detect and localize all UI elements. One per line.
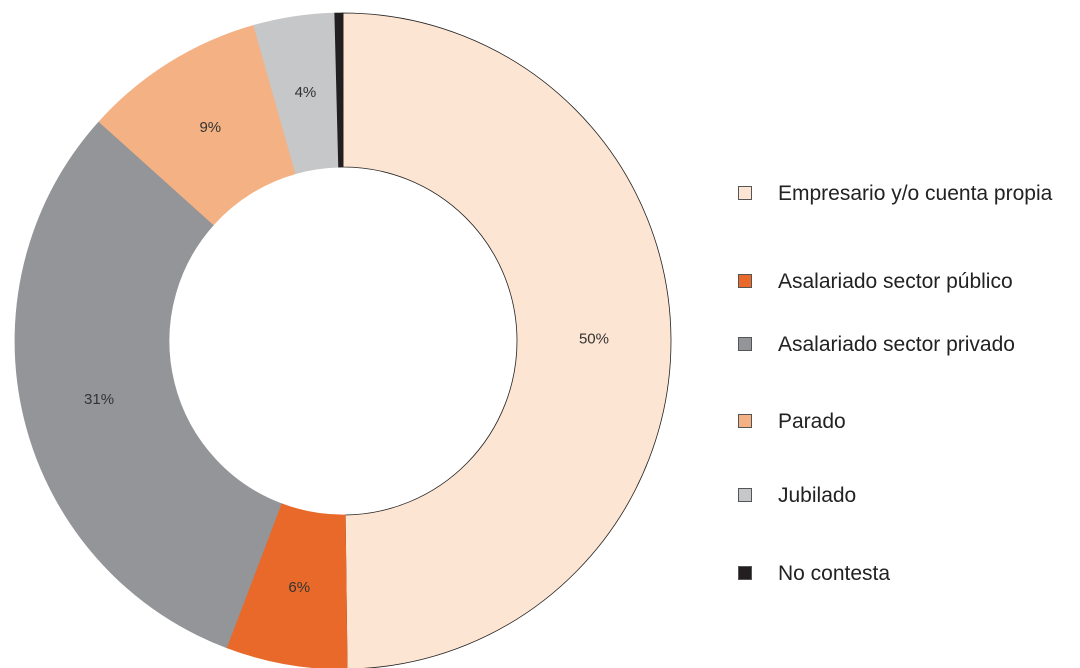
data-label: 6%	[288, 579, 310, 596]
donut-segment	[14, 121, 282, 649]
legend-swatch	[738, 274, 752, 288]
legend-label: No contesta	[778, 562, 891, 585]
data-label: 31%	[84, 391, 114, 408]
legend-label: Asalariado sector público	[778, 270, 1013, 293]
data-label: 9%	[199, 119, 221, 136]
legend-label: Jubilado	[778, 484, 857, 507]
legend: Empresario y/o cuenta propia Asalariado s…	[738, 0, 1080, 668]
legend-swatch	[738, 186, 752, 200]
legend-label: Parado	[778, 410, 846, 433]
legend-label: Asalariado sector privado	[778, 333, 1015, 356]
donut-segment	[334, 12, 344, 168]
legend-swatch	[738, 566, 752, 580]
legend-swatch	[738, 488, 752, 502]
data-label: 4%	[295, 84, 317, 101]
legend-swatch	[738, 337, 752, 351]
legend-label: Empresario y/o cuenta propia	[778, 182, 1053, 205]
data-label: 50%	[579, 330, 609, 347]
legend-swatch	[738, 414, 752, 428]
donut-segment	[342, 12, 672, 668]
chart: 50% 6% 31% 9% 4%	[14, 12, 672, 668]
